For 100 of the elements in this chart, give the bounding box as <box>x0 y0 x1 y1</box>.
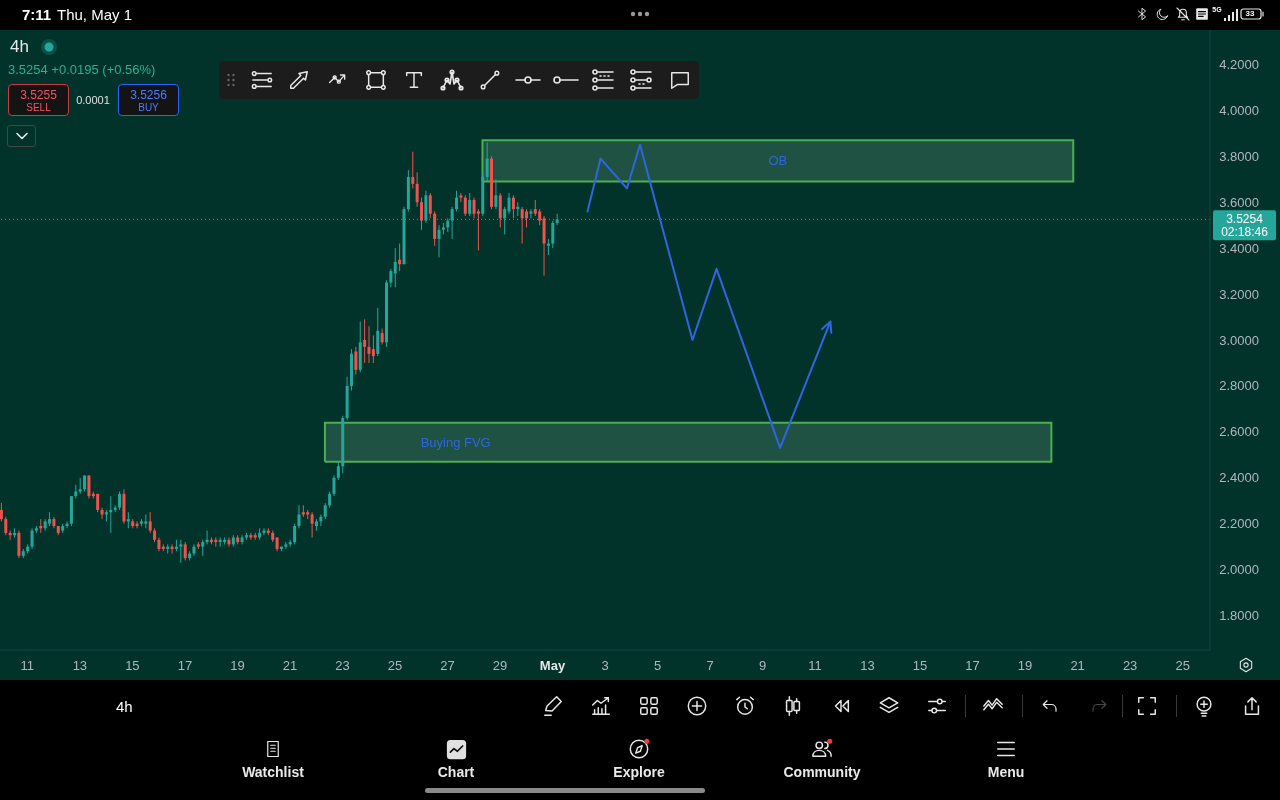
x-tick-label: 11 <box>20 657 35 673</box>
candlestick <box>354 346 358 375</box>
candlestick <box>437 224 441 258</box>
candlestick <box>393 247 397 288</box>
text: 4h <box>116 697 133 715</box>
y-tick-label: 4.2000 <box>1219 56 1259 72</box>
text: Watchlist <box>242 764 304 780</box>
candlestick <box>17 530 21 559</box>
candlestick <box>183 541 187 561</box>
candlestick <box>485 142 489 183</box>
ref-line-label: 3.5254 <box>1226 212 1264 227</box>
y-tick-label: 3.6000 <box>1219 194 1259 210</box>
annotation: 3.5255 <box>20 88 57 102</box>
y-tick-label: 1.8000 <box>1219 608 1259 624</box>
candlestick <box>415 171 419 208</box>
text: 3.5254 +0.0195 (+0.56%) <box>8 62 156 77</box>
x-tick-label: 5 <box>653 657 662 673</box>
x-tick-label: 17 <box>965 657 980 673</box>
candlestick <box>420 197 424 231</box>
candlestick <box>4 516 8 536</box>
candlestick <box>118 491 122 511</box>
x-tick-label: 21 <box>1070 657 1085 673</box>
y-tick-label: 3.8000 <box>1219 148 1259 164</box>
candlestick <box>520 206 524 245</box>
candlestick <box>494 178 498 210</box>
series-label: OB <box>768 153 788 169</box>
x-tick-label: 19 <box>230 657 245 673</box>
text: Menu <box>987 764 1025 780</box>
x-tick-label: 11 <box>808 657 822 673</box>
x-tick-label: 13 <box>72 657 88 673</box>
x-tick-label: 23 <box>335 657 350 673</box>
candlestick <box>371 334 375 364</box>
text: Community <box>783 764 861 780</box>
candlestick <box>529 208 533 219</box>
x-tick-label: 19 <box>1017 657 1033 673</box>
candlestick <box>472 197 476 219</box>
chart-title: 4h <box>10 36 29 58</box>
candlestick <box>389 268 393 288</box>
sell-button: 3.5255 SELL <box>8 84 69 116</box>
y-tick-label: 4.0000 <box>1219 102 1259 118</box>
candlestick <box>0 502 3 522</box>
candlestick <box>293 523 297 545</box>
candlestick <box>511 194 515 219</box>
x-tick-label: 17 <box>177 657 193 673</box>
candlestick <box>30 527 34 550</box>
buy-button: 3.5256 BUY <box>118 84 179 116</box>
x-tick-label: 15 <box>125 657 140 673</box>
y-tick-label: 2.4000 <box>1219 470 1259 486</box>
candlestick <box>332 474 336 497</box>
y-tick-label: 2.0000 <box>1219 562 1259 578</box>
candlestick <box>468 192 472 217</box>
x-tick-label: 23 <box>1122 657 1138 673</box>
candlestick <box>310 511 314 538</box>
candlestick <box>411 151 415 189</box>
annotation: BUY <box>138 102 159 113</box>
y-tick-label: 2.8000 <box>1219 378 1259 394</box>
x-tick-label: May <box>539 657 566 673</box>
candlestick <box>100 507 104 520</box>
text: Thu, May 1 <box>57 5 133 23</box>
x-tick-label: 3 <box>601 657 609 673</box>
x-tick-label: 13 <box>860 657 875 673</box>
candlestick <box>459 192 463 203</box>
candlestick <box>284 541 288 550</box>
candlestick <box>363 318 367 364</box>
candlestick <box>336 461 340 481</box>
y-tick-label: 2.2000 <box>1219 516 1259 532</box>
candlestick <box>428 192 432 219</box>
text: 33 <box>1245 9 1255 18</box>
candlestick <box>148 511 152 534</box>
candlestick <box>463 194 467 217</box>
x-tick-label: 27 <box>440 657 455 673</box>
text: Explore <box>613 764 665 780</box>
candlestick <box>507 192 511 215</box>
candlestick <box>551 220 555 249</box>
text: 7:11 <box>22 5 52 23</box>
candlestick <box>525 208 529 228</box>
annotation: 0.0001 <box>76 93 110 106</box>
x-tick-label: 9 <box>758 657 767 673</box>
x-tick-label: 25 <box>1175 657 1190 673</box>
y-tick-label: 2.6000 <box>1219 424 1259 440</box>
x-tick-label: 21 <box>282 657 298 673</box>
candlestick <box>455 190 459 212</box>
candlestick <box>376 307 380 357</box>
candlestick <box>367 325 371 364</box>
annotation: SELL <box>26 102 51 113</box>
text: Chart <box>437 764 475 780</box>
series-label: Buying FVG <box>420 434 491 450</box>
candlestick <box>87 474 91 499</box>
x-tick-label: 29 <box>492 657 508 673</box>
candlestick <box>498 192 502 228</box>
candlestick <box>179 539 183 564</box>
x-tick-label: 25 <box>387 657 403 673</box>
y-tick-label: 3.2000 <box>1219 286 1259 302</box>
x-tick-label: 7 <box>706 657 714 673</box>
text: 02:18:46 <box>1221 225 1269 240</box>
annotation: 3.5256 <box>130 88 167 102</box>
x-tick-label: 15 <box>912 657 928 673</box>
y-tick-label: 3.4000 <box>1219 240 1259 256</box>
candlestick <box>297 504 301 529</box>
candlestick <box>192 543 196 557</box>
